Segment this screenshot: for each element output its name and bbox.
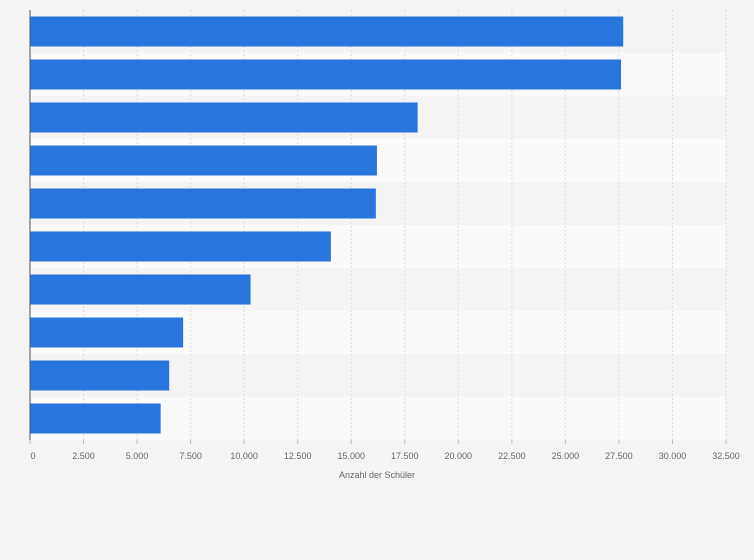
x-tick-label: 5.000 <box>126 451 149 461</box>
x-tick-label: 32.500 <box>712 451 740 461</box>
x-tick-label: 10.000 <box>230 451 258 461</box>
x-tick-label: 15.000 <box>337 451 365 461</box>
bar[interactable] <box>30 59 622 90</box>
x-tick-label: 27.500 <box>605 451 633 461</box>
x-tick-label: 25.000 <box>552 451 580 461</box>
x-tick-label: 20.000 <box>445 451 473 461</box>
bar[interactable] <box>30 16 624 47</box>
x-tick-label: 7.500 <box>179 451 202 461</box>
bar[interactable] <box>30 317 184 348</box>
bars <box>30 16 624 434</box>
x-axis-ticks: 0 2.500 5.000 7.500 10.000 12.500 15.000 17.500… <box>29 440 740 461</box>
bar[interactable] <box>30 274 251 305</box>
bar[interactable] <box>30 231 331 262</box>
x-tick-label: 30.000 <box>659 451 687 461</box>
x-tick-label: 2.500 <box>72 451 95 461</box>
x-tick-label: 17.500 <box>391 451 419 461</box>
bar[interactable] <box>30 360 170 391</box>
x-tick-label: 12.500 <box>284 451 312 461</box>
bar[interactable] <box>30 102 418 133</box>
bar[interactable] <box>30 188 376 219</box>
x-tick-label: 0 <box>30 451 35 461</box>
x-tick-label: 22.500 <box>498 451 526 461</box>
bar[interactable] <box>30 145 377 176</box>
x-axis-title: Anzahl der Schüler <box>339 470 415 480</box>
bar[interactable] <box>30 403 161 434</box>
